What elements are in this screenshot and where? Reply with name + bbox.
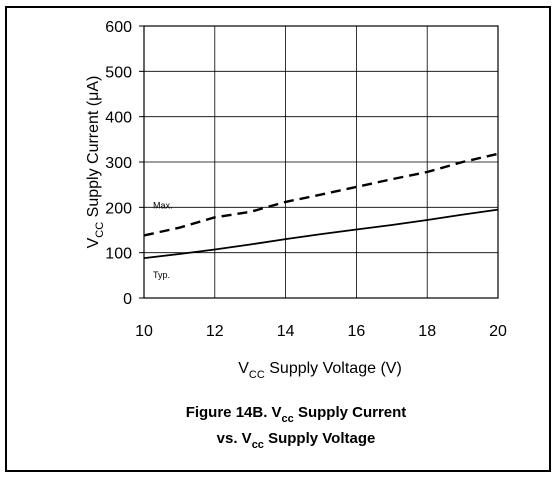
figure-frame [5,6,551,472]
y-tick-label: 600 [105,19,132,36]
x-tick-label: 20 [489,323,507,340]
grid [144,26,498,298]
figure-caption-line-2: vs. Vcc Supply Voltage [217,430,376,451]
y-tick-label: 400 [105,110,132,127]
y-tick-label: 200 [105,200,132,217]
y-tick-label: 0 [123,291,132,308]
x-tick-label: 10 [135,323,153,340]
x-axis-title: VCC Supply Voltage (V) [238,360,402,381]
series-label: Max. [153,200,173,210]
x-tick-label: 12 [206,323,224,340]
y-axis-title: VCC Supply Current (μA) [85,76,106,249]
y-tick-label: 500 [105,64,132,81]
series-line-typ [143,208,499,259]
figure-caption-line-1: Figure 14B. Vcc Supply Current [186,404,407,425]
y-axis-ticks: 0 100 200 300 400 500 600 [105,19,144,308]
x-tick-label: 18 [418,323,436,340]
x-tick-label: 14 [277,323,295,340]
y-tick-label: 100 [105,246,132,263]
series: Max. Typ. [143,152,499,280]
series-line-max [143,152,499,237]
y-tick-label: 300 [105,155,132,172]
x-axis-ticks: 10 12 14 16 18 20 [135,323,507,340]
series-label: Typ. [153,270,170,280]
x-tick-label: 16 [348,323,366,340]
